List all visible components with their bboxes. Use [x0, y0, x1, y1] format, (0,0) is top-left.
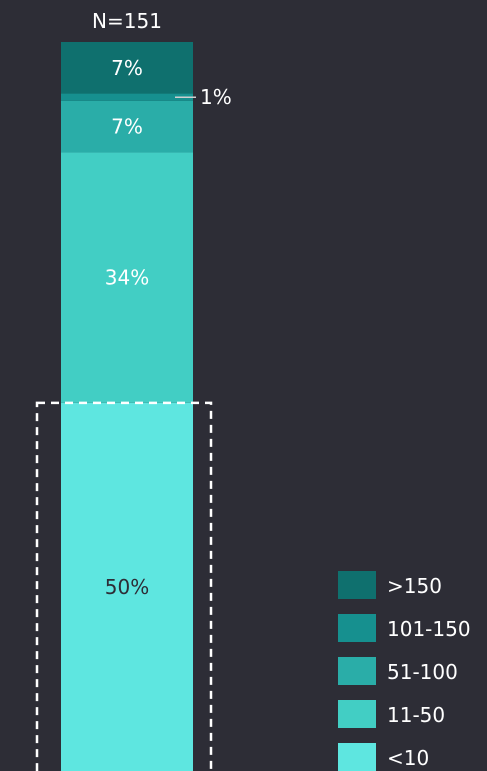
segment-label-51-100: 7%	[111, 115, 143, 139]
bar-segment-gt-150	[61, 42, 193, 94]
bar-segment-101-150	[61, 93, 193, 101]
legend-label-gt-150: >150	[387, 574, 442, 598]
segment-label-lt-10: 50%	[105, 575, 149, 599]
bar-segment-lt-10	[61, 402, 193, 771]
segment-label-11-50: 34%	[105, 266, 149, 290]
sample-size-label: N=151	[92, 9, 162, 33]
legend-label-lt-10: <10	[387, 746, 429, 770]
legend-swatch-gt-150	[338, 571, 376, 599]
legend-label-101-150: 101-150	[387, 617, 471, 641]
legend: >150 101-150 51-100 11-50 <10	[338, 571, 471, 771]
legend-swatch-101-150	[338, 614, 376, 642]
legend-swatch-11-50	[338, 700, 376, 728]
segment-label-101-150: 1%	[200, 85, 232, 109]
legend-label-11-50: 11-50	[387, 703, 445, 727]
bar-segment-11-50	[61, 152, 193, 403]
bar-segment-51-100	[61, 100, 193, 153]
bar-segments	[35, 42, 213, 771]
legend-label-51-100: 51-100	[387, 660, 458, 684]
segment-label-gt-150: 7%	[111, 56, 143, 80]
highlight-box	[35, 401, 213, 771]
segment-labels: 50% 34% 7% 1% 7%	[105, 56, 232, 599]
legend-swatch-lt-10	[338, 743, 376, 771]
legend-swatch-51-100	[338, 657, 376, 685]
